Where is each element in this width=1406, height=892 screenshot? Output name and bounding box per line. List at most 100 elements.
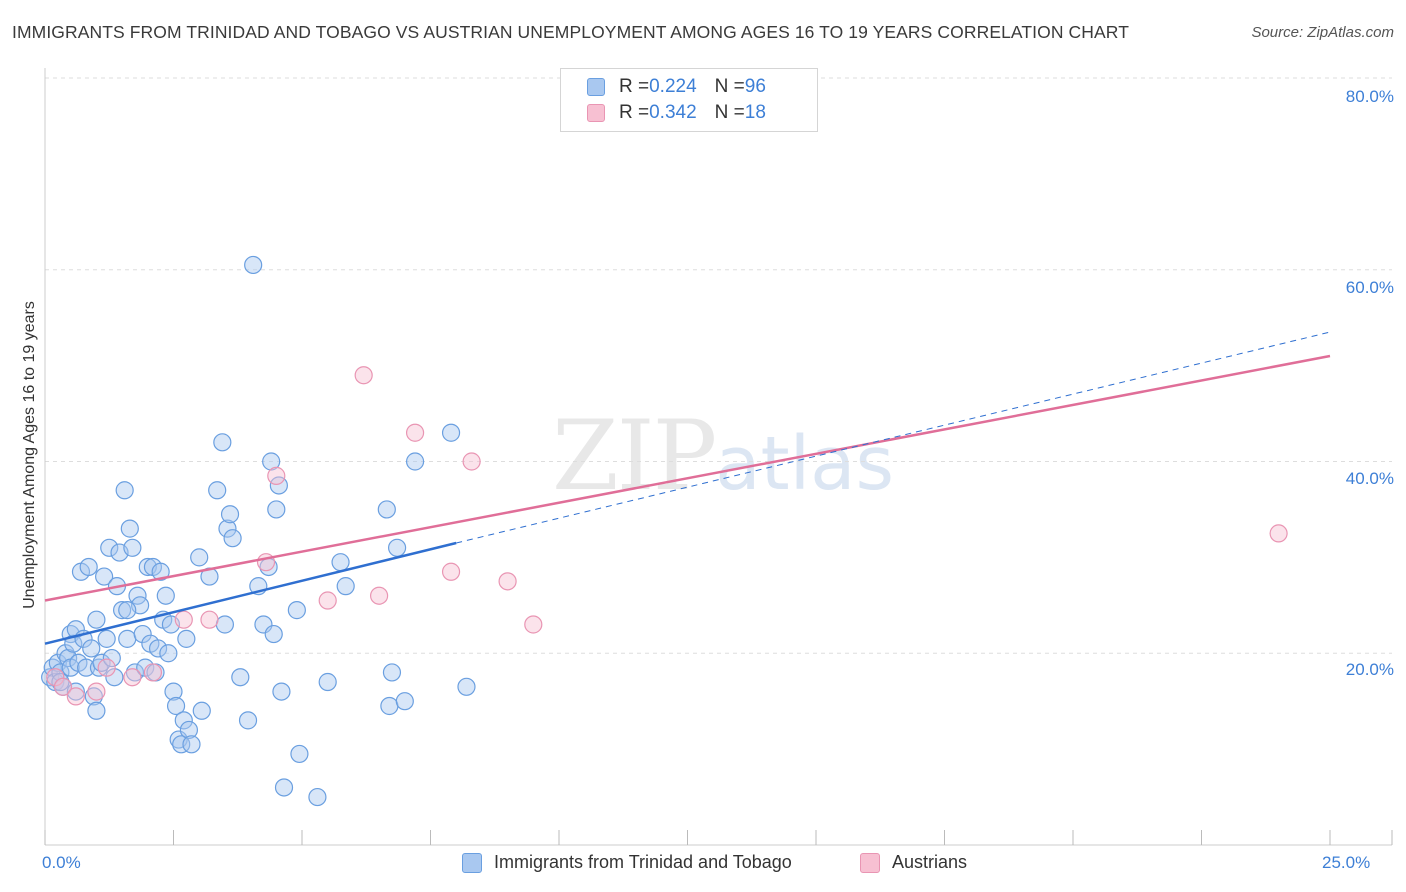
- data-point-austrians: [66, 687, 85, 706]
- y-tick-20: 20.0%: [1345, 660, 1394, 679]
- legend-swatch-blue: [587, 78, 605, 96]
- data-point-immigrants: [336, 577, 355, 596]
- data-point-immigrants: [115, 481, 134, 500]
- data-point-immigrants: [218, 519, 237, 538]
- data-point-austrians: [87, 682, 106, 701]
- data-point-immigrants: [231, 668, 250, 687]
- data-point-immigrants: [308, 787, 327, 807]
- data-point-immigrants: [223, 529, 242, 548]
- data-point-austrians: [318, 591, 337, 610]
- data-point-immigrants: [89, 658, 109, 677]
- legend-label-immigrants: Immigrants from Trinidad and Tobago: [494, 852, 792, 872]
- data-point-austrians: [174, 610, 193, 629]
- series-legend: Immigrants from Trinidad and Tobago Aust…: [0, 852, 1406, 876]
- n-label: N =: [714, 102, 745, 123]
- trend-line-immigrants: [44, 541, 457, 645]
- legend-row-austrians: R = 0.342 N = 18: [587, 101, 766, 125]
- data-point-austrians: [498, 572, 517, 591]
- data-point-immigrants: [87, 610, 106, 629]
- data-point-austrians: [370, 586, 389, 605]
- data-point-immigrants: [87, 701, 106, 720]
- data-point-immigrants: [159, 644, 178, 663]
- data-point-immigrants: [64, 634, 83, 653]
- data-point-immigrants: [213, 433, 232, 452]
- data-point-immigrants: [148, 639, 168, 658]
- data-point-immigrants: [177, 629, 196, 648]
- data-point-immigrants: [274, 778, 294, 797]
- data-point-austrians: [123, 668, 142, 687]
- legend-row-immigrants: R = 0.224 N = 96: [587, 75, 766, 99]
- data-point-immigrants: [215, 615, 234, 634]
- data-point-austrians: [46, 668, 65, 687]
- data-point-immigrants: [82, 639, 101, 658]
- data-point-immigrants: [380, 696, 399, 716]
- r-label: R =: [619, 102, 650, 123]
- data-point-immigrants: [267, 500, 286, 519]
- data-point-austrians: [462, 452, 481, 471]
- chart-title: IMMIGRANTS FROM TRINIDAD AND TOBAGO VS A…: [12, 22, 1130, 42]
- data-point-immigrants: [318, 672, 337, 692]
- watermark: ZIPatlas: [552, 400, 894, 512]
- r-value: 0.224: [649, 76, 697, 97]
- data-point-immigrants: [66, 620, 85, 639]
- trend-line-austrians: [44, 354, 1331, 602]
- data-point-immigrants: [84, 687, 103, 706]
- y-tick-60: 60.0%: [1345, 278, 1394, 297]
- x-tick-min: 0.0%: [42, 853, 81, 872]
- data-point-austrians: [200, 610, 219, 629]
- data-point-immigrants: [272, 682, 291, 701]
- y-tick-40: 40.0%: [1345, 469, 1394, 488]
- data-point-immigrants: [56, 644, 75, 663]
- data-point-immigrants: [133, 624, 152, 644]
- legend-swatch-blue: [462, 852, 482, 873]
- grid-lines: [45, 77, 1392, 654]
- data-point-immigrants: [100, 538, 119, 557]
- n-value: 96: [744, 76, 766, 97]
- data-point-immigrants: [441, 423, 461, 442]
- trend-lines: [44, 331, 1331, 645]
- data-point-immigrants: [125, 663, 145, 682]
- data-point-immigrants: [95, 567, 114, 586]
- legend-item-austrians[interactable]: Austrians: [860, 852, 967, 873]
- data-point-immigrants: [182, 735, 201, 754]
- r-label: R =: [619, 76, 650, 97]
- watermark-zip: ZIP: [552, 400, 717, 512]
- data-point-austrians: [143, 663, 163, 682]
- data-point-immigrants: [264, 624, 283, 644]
- data-point-austrians: [1269, 524, 1288, 543]
- data-point-immigrants: [164, 682, 183, 701]
- data-point-immigrants: [290, 744, 309, 764]
- x-tick-max: 25.0%: [1322, 853, 1371, 872]
- data-point-immigrants: [190, 548, 209, 567]
- data-point-immigrants: [123, 538, 142, 557]
- data-point-immigrants: [156, 586, 175, 605]
- legend-swatch-pink: [587, 104, 605, 122]
- legend-label-austrians: Austrians: [892, 852, 968, 872]
- data-point-immigrants: [382, 663, 402, 682]
- data-point-immigrants: [377, 500, 396, 519]
- watermark-atlas: atlas: [715, 421, 895, 507]
- data-point-immigrants: [118, 601, 137, 620]
- data-point-austrians: [354, 366, 373, 385]
- data-point-austrians: [97, 658, 116, 677]
- data-point-austrians: [524, 615, 543, 634]
- series-austrians-points: [46, 68, 1288, 706]
- data-point-immigrants: [172, 735, 191, 754]
- data-point-austrians: [405, 423, 425, 442]
- data-point-immigrants: [387, 538, 407, 557]
- n-value: 18: [744, 102, 766, 123]
- data-point-immigrants: [179, 720, 199, 740]
- data-point-immigrants: [79, 557, 98, 577]
- correlation-legend: R = 0.224 N = 96 R = 0.342 N = 18: [560, 68, 818, 132]
- data-point-immigrants: [331, 553, 350, 572]
- legend-item-immigrants[interactable]: Immigrants from Trinidad and Tobago: [462, 852, 792, 873]
- y-tick-80: 80.0%: [1345, 87, 1394, 106]
- data-point-immigrants: [174, 711, 193, 730]
- data-point-immigrants: [105, 668, 124, 687]
- data-point-immigrants: [151, 562, 170, 581]
- data-point-austrians: [267, 466, 286, 485]
- trend-line-immigrants-extension: [456, 331, 1331, 544]
- data-point-immigrants: [192, 701, 211, 720]
- data-point-immigrants: [287, 601, 306, 620]
